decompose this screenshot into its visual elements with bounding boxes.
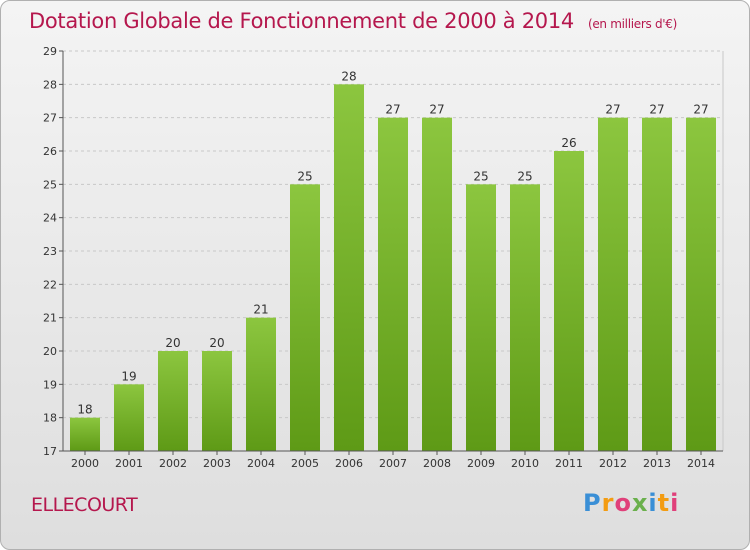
value-label-2002: 20 bbox=[165, 336, 180, 350]
value-label-2013: 27 bbox=[649, 103, 664, 117]
chart-title: Dotation Globale de Fonctionnement de 20… bbox=[29, 9, 677, 33]
x-tick-label-2007: 2007 bbox=[379, 457, 407, 470]
x-tick-label-2002: 2002 bbox=[159, 457, 187, 470]
y-tick-label: 22 bbox=[43, 278, 57, 291]
x-tick-label-2009: 2009 bbox=[467, 457, 495, 470]
y-tick-label: 25 bbox=[43, 178, 57, 191]
y-tick-label: 18 bbox=[43, 412, 57, 425]
chart-subtitle: (en milliers d'€) bbox=[587, 17, 677, 31]
x-tick-label-2005: 2005 bbox=[291, 457, 319, 470]
bar-2014[interactable] bbox=[686, 117, 716, 452]
bar-2013[interactable] bbox=[642, 117, 672, 452]
value-label-2007: 27 bbox=[385, 103, 400, 117]
x-tick-label-2011: 2011 bbox=[555, 457, 583, 470]
bar-2008[interactable] bbox=[422, 117, 452, 452]
value-label-2000: 18 bbox=[77, 403, 92, 417]
bar-2004[interactable] bbox=[246, 317, 276, 451]
x-tick-label-2010: 2010 bbox=[511, 457, 539, 470]
logo-letter: r bbox=[601, 489, 615, 517]
chart-title-text: Dotation Globale de Fonctionnement de 20… bbox=[29, 9, 574, 33]
y-tick-label: 17 bbox=[43, 445, 57, 458]
y-tick-label: 26 bbox=[43, 145, 57, 158]
logo-letter: i bbox=[670, 489, 680, 517]
value-label-2014: 27 bbox=[693, 103, 708, 117]
x-tick-label-2013: 2013 bbox=[643, 457, 671, 470]
x-tick-label-2008: 2008 bbox=[423, 457, 451, 470]
proxiti-logo[interactable]: Proxiti bbox=[583, 489, 679, 517]
value-label-2008: 27 bbox=[429, 103, 444, 117]
y-tick-label: 23 bbox=[43, 245, 57, 258]
x-tick-label-2006: 2006 bbox=[335, 457, 363, 470]
bar-2006[interactable] bbox=[334, 84, 364, 451]
value-label-2011: 26 bbox=[561, 136, 576, 150]
y-tick-label: 20 bbox=[43, 345, 57, 358]
x-tick-label-2004: 2004 bbox=[247, 457, 275, 470]
value-label-2004: 21 bbox=[253, 303, 268, 317]
value-label-2009: 25 bbox=[473, 169, 488, 183]
value-label-2001: 19 bbox=[121, 369, 136, 383]
bars: 18 19 20 20 21 25 28 27 27 25 25 26 27 27 27 bbox=[70, 69, 716, 452]
y-tick-label: 28 bbox=[43, 78, 57, 91]
commune-name: ELLECOURT bbox=[31, 494, 138, 516]
x-tick-label-2000: 2000 bbox=[71, 457, 99, 470]
axes: 17 18 19 20 21 22 23 24 25 26 27 28 29 2000 2001 2002 20… bbox=[43, 45, 724, 470]
bar-2003[interactable] bbox=[202, 351, 232, 451]
value-label-2010: 25 bbox=[517, 169, 532, 183]
logo-letter: i bbox=[648, 489, 658, 517]
bar-2002[interactable] bbox=[158, 351, 188, 451]
value-label-2003: 20 bbox=[209, 336, 224, 350]
y-tick-label: 27 bbox=[43, 112, 57, 125]
bar-2001[interactable] bbox=[114, 384, 144, 451]
x-tick-label-2001: 2001 bbox=[115, 457, 143, 470]
y-tick-label: 29 bbox=[43, 45, 57, 58]
value-label-2012: 27 bbox=[605, 103, 620, 117]
x-tick-label-2003: 2003 bbox=[203, 457, 231, 470]
y-tick-label: 24 bbox=[43, 212, 57, 225]
x-tick-label-2014: 2014 bbox=[687, 457, 715, 470]
bar-2007[interactable] bbox=[378, 117, 408, 452]
bar-2010[interactable] bbox=[510, 184, 540, 452]
value-label-2005: 25 bbox=[297, 169, 312, 183]
bar-2005[interactable] bbox=[290, 184, 320, 452]
x-tick-label-2012: 2012 bbox=[599, 457, 627, 470]
logo-letter: P bbox=[583, 489, 602, 517]
bar-2000[interactable] bbox=[70, 417, 100, 451]
value-label-2006: 28 bbox=[341, 69, 356, 83]
bar-2009[interactable] bbox=[466, 184, 496, 452]
y-tick-label: 21 bbox=[43, 312, 57, 325]
y-tick-label: 19 bbox=[43, 378, 57, 391]
logo-letter: o bbox=[614, 489, 632, 517]
logo-letter: x bbox=[631, 489, 649, 517]
bar-2012[interactable] bbox=[598, 117, 628, 452]
logo-letter: t bbox=[657, 489, 671, 517]
bar-2011[interactable] bbox=[554, 151, 584, 451]
